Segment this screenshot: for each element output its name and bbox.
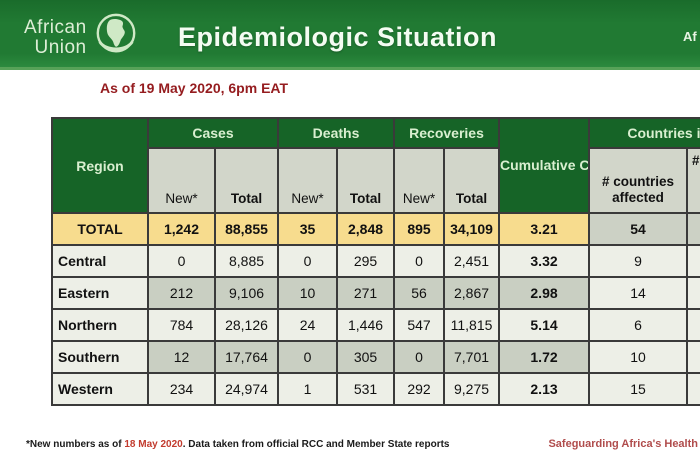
page-title: Epidemiologic Situation: [178, 22, 498, 52]
cell-clipped: [686, 340, 700, 374]
cell-cases-total: 9,106: [213, 276, 280, 310]
cell-deaths-new: 35: [277, 212, 339, 246]
table-row-western: Western 234 24,974 1 531 292 9,275 2.13 …: [51, 372, 700, 406]
logo-line2: Union: [34, 36, 87, 58]
header-banner: African Union Epidemiologic Situation Af: [0, 0, 700, 70]
subcol-recoveries-new: New*: [393, 147, 446, 214]
cell-deaths-new: 0: [277, 340, 339, 374]
cell-cfr: 2.13: [498, 372, 591, 406]
cell-cases-new: 1,242: [147, 212, 216, 246]
epi-table: Region Cases Deaths Recoveries Cumulativ…: [51, 117, 700, 406]
cell-deaths-total: 271: [336, 276, 396, 310]
cell-cfr: 3.32: [498, 244, 591, 278]
col-group-recoveries: Recoveries: [393, 117, 501, 149]
footnote-suffix: . Data taken from official RCC and Membe…: [182, 439, 450, 450]
cell-countries-affected: 15: [588, 372, 689, 406]
col-group-deaths: Deaths: [277, 117, 396, 149]
col-group-countries: Countries in e: [588, 117, 700, 149]
cell-recoveries-new: 547: [393, 308, 446, 342]
cell-countries-affected: 9: [588, 244, 689, 278]
cell-region: Northern: [51, 308, 149, 342]
cell-cases-new: 234: [147, 372, 216, 406]
cell-recoveries-new: 0: [393, 340, 446, 374]
cell-cases-total: 8,885: [213, 244, 280, 278]
table-row-northern: Northern 784 28,126 24 1,446 547 11,815 …: [51, 308, 700, 342]
cell-region: Eastern: [51, 276, 149, 310]
table-row-southern: Southern 12 17,764 0 305 0 7,701 1.72 10: [51, 340, 700, 374]
col-header-cumulative-cfr: Cumulative CFR (%): [498, 117, 591, 214]
african-union-emblem-icon: [93, 12, 139, 63]
subcol-cases-total: Total: [213, 147, 280, 214]
cell-recoveries-total: 7,701: [443, 340, 501, 374]
cell-cases-total: 24,974: [213, 372, 280, 406]
african-union-logo: African Union: [24, 12, 139, 63]
cell-cases-total: 17,764: [213, 340, 280, 374]
cell-region: Western: [51, 372, 149, 406]
subcol-deaths-total: Total: [336, 147, 396, 214]
cell-recoveries-total: 9,275: [443, 372, 501, 406]
cell-deaths-new: 24: [277, 308, 339, 342]
cell-deaths-new: 0: [277, 244, 339, 278]
cell-region: Central: [51, 244, 149, 278]
cell-cases-total: 28,126: [213, 308, 280, 342]
epi-table-container: Region Cases Deaths Recoveries Cumulativ…: [51, 117, 700, 406]
tagline: Safeguarding Africa's Health: [548, 438, 698, 450]
cell-clipped: [686, 244, 700, 278]
table-sub-header-row: New* Total New* Total New* Total # count…: [52, 147, 700, 214]
cell-region: TOTAL: [51, 212, 149, 246]
african-union-logo-text: African Union: [24, 16, 87, 58]
cell-cfr: 5.14: [498, 308, 591, 342]
footnote-date: 18 May 2020: [124, 439, 183, 450]
cell-recoveries-new: 0: [393, 244, 446, 278]
subcol-countries-affected: # countries affected: [588, 147, 689, 214]
cell-clipped: [686, 308, 700, 342]
cell-recoveries-new: 56: [393, 276, 446, 310]
cell-recoveries-new: 895: [393, 212, 446, 246]
footnote: *New numbers as of 18 May 2020. Data tak…: [26, 439, 449, 450]
cell-countries-affected: 54: [588, 212, 689, 246]
cell-countries-affected: 14: [588, 276, 689, 310]
cell-region: Southern: [51, 340, 149, 374]
subcol-cases-new: New*: [147, 147, 216, 214]
cell-cfr: 3.21: [498, 212, 591, 246]
cell-cases-total: 88,855: [213, 212, 280, 246]
cell-clipped: [686, 372, 700, 406]
logo-line1: African: [24, 16, 87, 38]
cell-clipped: [686, 212, 700, 246]
subcol-clipped: #: [686, 147, 700, 214]
as-of-date: As of 19 May 2020, 6pm EAT: [100, 80, 289, 96]
table-group-header-row: Region Cases Deaths Recoveries Cumulativ…: [51, 117, 700, 214]
cell-deaths-total: 305: [336, 340, 396, 374]
cell-cases-new: 784: [147, 308, 216, 342]
table-row-eastern: Eastern 212 9,106 10 271 56 2,867 2.98 1…: [51, 276, 700, 310]
subcol-deaths-new: New*: [277, 147, 339, 214]
cell-cases-new: 0: [147, 244, 216, 278]
cell-deaths-new: 10: [277, 276, 339, 310]
col-group-cases: Cases: [146, 117, 280, 149]
subcol-recoveries-total: Total: [443, 147, 501, 214]
cell-countries-affected: 10: [588, 340, 689, 374]
cell-recoveries-total: 2,451: [443, 244, 501, 278]
cell-cases-new: 12: [147, 340, 216, 374]
col-header-region: Region: [51, 117, 149, 214]
footnote-prefix: *New numbers as of: [26, 439, 125, 450]
cell-recoveries-new: 292: [393, 372, 446, 406]
cell-recoveries-total: 11,815: [443, 308, 501, 342]
cell-deaths-total: 1,446: [336, 308, 396, 342]
cell-deaths-total: 2,848: [336, 212, 396, 246]
cell-cfr: 2.98: [498, 276, 591, 310]
cell-recoveries-total: 2,867: [443, 276, 501, 310]
cell-recoveries-total: 34,109: [443, 212, 501, 246]
cell-clipped: [686, 276, 700, 310]
banner-right-clipped-text: Af: [683, 29, 697, 44]
table-row-total: TOTAL 1,242 88,855 35 2,848 895 34,109 3…: [51, 212, 700, 246]
cell-deaths-new: 1: [277, 372, 339, 406]
cell-deaths-total: 531: [336, 372, 396, 406]
cell-cfr: 1.72: [498, 340, 591, 374]
cell-countries-affected: 6: [588, 308, 689, 342]
cell-deaths-total: 295: [336, 244, 396, 278]
table-row-central: Central 0 8,885 0 295 0 2,451 3.32 9: [51, 244, 700, 278]
cell-cases-new: 212: [147, 276, 216, 310]
